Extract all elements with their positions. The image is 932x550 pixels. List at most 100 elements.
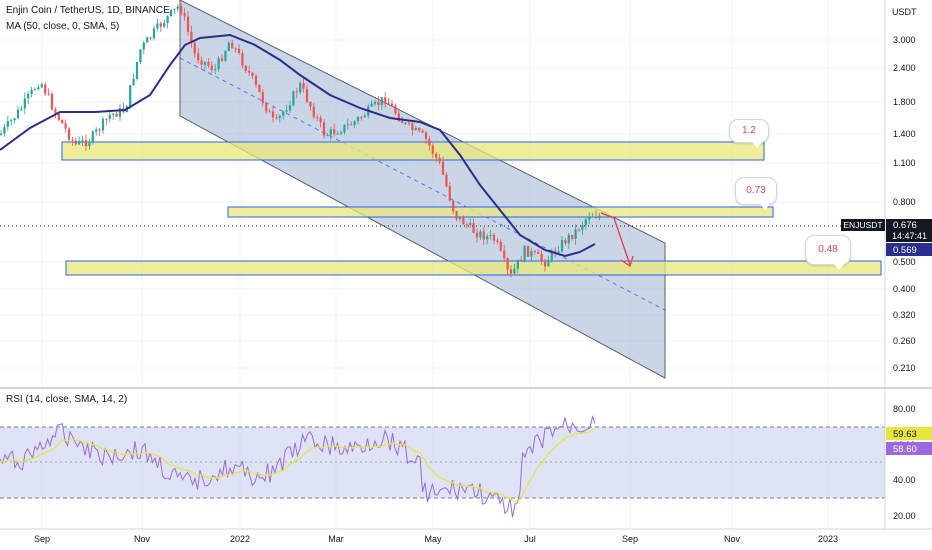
candle-body <box>16 109 20 119</box>
note-0-48[interactable]: 0.48 <box>805 235 851 270</box>
note-1-2[interactable]: 1.2 <box>729 119 769 148</box>
candle-body <box>465 224 468 226</box>
candle-body <box>401 121 404 124</box>
candle-body <box>47 93 50 95</box>
candle-body <box>523 245 526 261</box>
candle-body <box>557 251 560 254</box>
candle-body <box>574 229 577 239</box>
candle-body <box>346 124 349 126</box>
price-tick-label: 3.000 <box>893 35 916 45</box>
projection-arrow[interactable] <box>600 212 631 266</box>
price-tick-label: 0.210 <box>893 363 916 373</box>
price-tick-label: 0.320 <box>893 310 916 320</box>
candle-body <box>428 138 431 146</box>
candle-body <box>356 117 360 122</box>
candle-body <box>360 117 363 119</box>
candle-body <box>543 260 547 267</box>
descending-channel[interactable] <box>179 0 666 379</box>
candle-body <box>30 89 33 94</box>
candle-body <box>57 113 60 120</box>
candle-body <box>526 245 530 257</box>
projection-arrowhead <box>620 255 634 268</box>
candle-body <box>166 15 169 23</box>
candle-body <box>390 103 394 106</box>
candle-body <box>20 108 23 110</box>
candle-body <box>414 127 417 131</box>
candle-body <box>220 58 224 61</box>
candle-body <box>472 223 475 233</box>
candle-body <box>475 232 479 238</box>
candle-body <box>217 58 220 70</box>
time-tick-label: Sep <box>34 534 50 544</box>
ma-legend: MA (50, close, 0, SMA, 5) <box>6 21 120 32</box>
candle-body <box>435 153 438 158</box>
candle-body <box>506 258 509 270</box>
candle-body <box>326 135 329 137</box>
candle-body <box>503 250 506 259</box>
time-axis[interactable]: Sep Nov 2022 Mar May Jul Sep Nov 2023 <box>34 534 838 544</box>
time-tick-label: Nov <box>724 534 741 544</box>
rsi-ma-line <box>0 428 596 502</box>
candle-body <box>336 133 339 135</box>
candle-body <box>248 70 251 73</box>
candle-body <box>292 91 295 106</box>
candle-body <box>560 240 564 252</box>
rsi-tick-label: 40.00 <box>893 475 916 485</box>
current-price-tag-bg <box>886 219 932 242</box>
candle-body <box>295 91 298 93</box>
candle-body <box>530 251 533 257</box>
candle-body <box>520 259 523 261</box>
candle-body <box>67 128 71 140</box>
candle-body <box>135 61 139 79</box>
zone-1-2[interactable] <box>61 141 765 161</box>
candle-body <box>438 157 441 162</box>
time-tick-label: 2022 <box>230 534 250 544</box>
candle-body <box>146 37 149 43</box>
candle-body <box>458 217 462 219</box>
candle-body <box>496 240 499 242</box>
candle-body <box>571 234 574 239</box>
candle-body <box>244 65 247 71</box>
symbol-tag: ENJUSDT <box>843 220 882 230</box>
candle-body <box>333 129 336 134</box>
candle-body <box>33 89 37 91</box>
candle-body <box>452 200 455 212</box>
zone-0-48[interactable] <box>65 260 882 276</box>
candle-body <box>234 48 237 50</box>
candle-body <box>197 53 200 61</box>
candle-body <box>305 88 309 102</box>
candle-body <box>132 78 135 86</box>
price-axis[interactable]: USDT3.0002.4001.8001.4001.1000.8000.5000… <box>892 7 917 373</box>
candle-body <box>564 240 567 244</box>
candle-body <box>61 119 64 124</box>
time-tick-label: Jul <box>524 534 536 544</box>
candle-body <box>322 122 326 136</box>
candle-body <box>193 42 196 54</box>
time-tick-label: May <box>424 534 442 544</box>
note-0-73[interactable]: 0.73 <box>735 177 777 210</box>
candle-body <box>241 53 244 66</box>
candle-body <box>74 140 77 145</box>
candle-body <box>370 103 373 107</box>
candle-body <box>10 120 13 122</box>
price-tick-label: 0.500 <box>893 257 916 267</box>
candle-body <box>81 140 84 142</box>
candle-body <box>6 121 9 127</box>
candle-body <box>27 93 30 99</box>
rsi-tick-label: 80.00 <box>893 404 916 414</box>
candle-body <box>50 94 54 110</box>
candle-body <box>418 127 421 131</box>
candle-body <box>23 98 26 109</box>
candle-body <box>98 129 101 131</box>
candle-body <box>339 132 343 134</box>
rsi-line <box>0 414 596 518</box>
price-tick-label: 0.400 <box>893 284 916 294</box>
ma-value-tag: 0.569 <box>893 245 917 256</box>
candle-body <box>129 85 132 107</box>
candle-body <box>13 118 16 121</box>
candle-body <box>411 123 414 131</box>
candle-body <box>224 50 227 61</box>
candle-body <box>207 61 210 66</box>
